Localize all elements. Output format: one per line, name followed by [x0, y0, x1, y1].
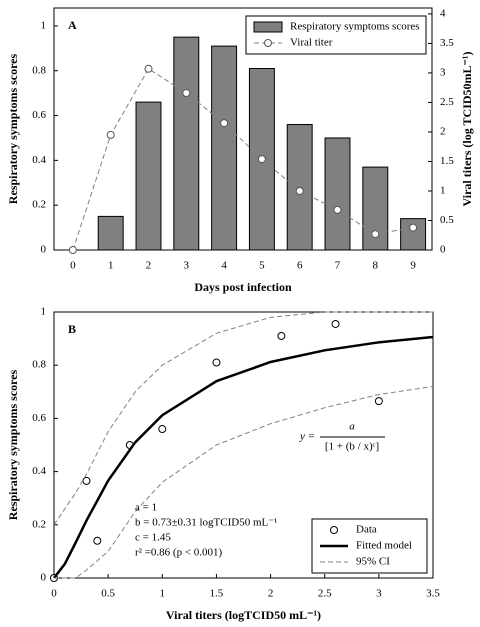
line	[53, 335, 434, 579]
x-tick-label: 9	[410, 260, 416, 272]
point	[144, 64, 153, 73]
y2-tick-label: 0.5	[440, 214, 454, 226]
point	[220, 119, 229, 128]
bar	[211, 45, 238, 251]
plot-frame	[53, 311, 434, 579]
point	[331, 319, 340, 328]
y2-tick-label: 2	[440, 125, 446, 137]
y-tick-label: 1	[41, 306, 47, 318]
point	[82, 476, 91, 485]
x-tick-label: 2	[268, 588, 274, 600]
point	[93, 536, 102, 545]
point	[182, 88, 191, 97]
y2-tick-label: 1	[440, 185, 446, 197]
x-tick-label: 8	[373, 260, 379, 272]
line	[72, 68, 414, 251]
y2-tick-label: 1.5	[440, 155, 454, 167]
y-tick-label: 1	[41, 19, 47, 31]
x-tick-label: 1	[160, 588, 166, 600]
y-tick-label: 0.8	[32, 359, 46, 371]
panel-label: A	[68, 18, 77, 32]
x-tick-label: 1	[108, 260, 114, 272]
x-tick-label: 4	[221, 260, 227, 272]
bar	[97, 215, 124, 251]
y-tick-label: 0.6	[32, 412, 46, 424]
y2-tick-label: 3	[440, 66, 446, 78]
line	[54, 385, 434, 579]
bar	[135, 101, 162, 251]
bar	[173, 36, 200, 251]
x-axis-title: Viral titers (logTCID50 mL⁻¹)	[166, 608, 321, 622]
x-tick-label: 2.5	[318, 588, 332, 600]
point	[374, 397, 383, 406]
point	[106, 130, 115, 139]
y-tick-label: 0.4	[32, 154, 46, 166]
plot-frame	[53, 7, 433, 251]
y2-tick-label: 0	[440, 244, 446, 256]
point	[68, 246, 77, 254]
point	[257, 155, 266, 164]
y-tick-label: 0.4	[32, 465, 46, 477]
y-tick-label: 0	[41, 572, 47, 584]
point	[212, 358, 221, 367]
x-tick-label: 7	[335, 260, 341, 272]
legend-label: Data	[356, 524, 377, 536]
y2-axis-title: Viral titers (log TCID50mL⁻¹)	[460, 52, 474, 207]
x-tick-label: 5	[259, 260, 265, 272]
legend-label: Viral titer	[290, 37, 333, 49]
x-tick-label: 0	[51, 588, 57, 600]
x-tick-label: 3	[376, 588, 382, 600]
legend-label: 95% CI	[356, 556, 390, 568]
y-axis-title: Respiratory symptoms scores	[6, 53, 20, 204]
y2-tick-label: 4	[440, 7, 446, 19]
line	[53, 311, 433, 526]
legend-label: Fitted model	[356, 540, 412, 552]
point	[371, 230, 380, 239]
bar	[324, 137, 351, 251]
x-tick-label: 3.5	[426, 588, 440, 600]
annotation: a = 1	[135, 502, 157, 514]
point	[409, 223, 418, 232]
panel-label: B	[68, 322, 76, 336]
bar	[286, 124, 313, 251]
annotation: b = 0.73±0.31 logTCID50 mL⁻¹	[135, 517, 277, 529]
x-tick-label: 0.5	[101, 588, 115, 600]
y-tick-label: 0.2	[32, 518, 46, 530]
formula: y =	[299, 431, 315, 443]
legend-swatch	[330, 526, 338, 534]
x-tick-label: 1.5	[210, 588, 224, 600]
annotation: c = 1.45	[135, 532, 171, 544]
x-axis-title: Days post infection	[194, 280, 292, 294]
y-tick-label: 0.6	[32, 109, 46, 121]
formula: a	[349, 421, 355, 433]
x-tick-label: 2	[146, 260, 152, 272]
y-axis-title: Respiratory symptoms scores	[6, 369, 20, 520]
y-tick-label: 0.2	[32, 199, 46, 211]
bar	[400, 218, 427, 251]
point	[277, 331, 286, 340]
x-tick-label: 3	[184, 260, 190, 272]
y2-tick-label: 2.5	[440, 96, 454, 108]
y-tick-label: 0.8	[32, 64, 46, 76]
y-tick-label: 0	[41, 244, 47, 256]
y2-tick-label: 3.5	[440, 37, 454, 49]
legend-swatch	[264, 39, 272, 47]
formula: [1 + (b / x)ᶜ]	[325, 441, 379, 453]
legend-label: Respiratory symptoms scores	[290, 21, 420, 33]
annotation: r² =0.86 (p < 0.001)	[135, 547, 223, 559]
x-tick-label: 6	[297, 260, 303, 272]
point	[158, 425, 167, 434]
point	[333, 205, 342, 214]
legend-swatch	[253, 21, 283, 33]
point	[295, 186, 304, 195]
x-tick-label: 0	[70, 260, 76, 272]
